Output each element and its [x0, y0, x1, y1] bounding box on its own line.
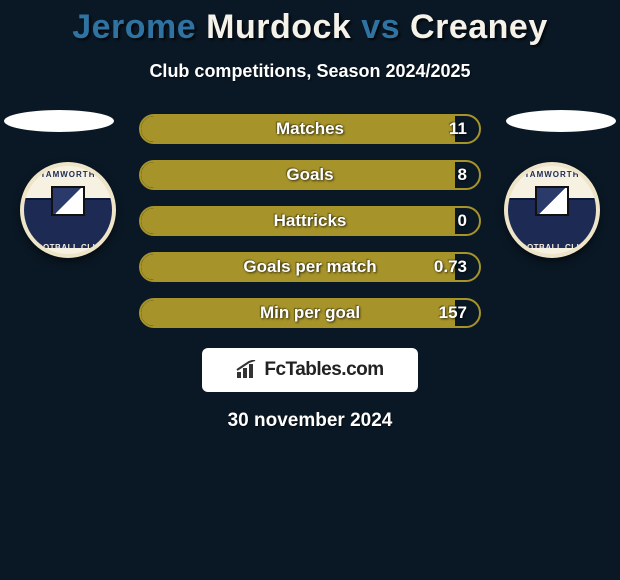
title-part-3: Creaney [400, 8, 548, 46]
date-text: 30 november 2024 [0, 410, 620, 432]
stat-bar-value: 8 [458, 165, 467, 185]
player-shadow-right [506, 110, 616, 132]
stat-bar-label: Hattricks [274, 211, 347, 231]
stat-bar-value: 157 [439, 303, 467, 323]
title-part-2: vs [361, 8, 400, 46]
club-crest-right: TAMWORTH FOOTBALL CLUB [504, 162, 600, 258]
title-part-1: Murdock [196, 8, 361, 46]
club-crest-left: TAMWORTH FOOTBALL CLUB [20, 162, 116, 258]
subtitle: Club competitions, Season 2024/2025 [0, 61, 620, 82]
stat-bar: Goals per match 0.73 [139, 252, 481, 282]
title-part-0: Jerome [72, 8, 196, 46]
stat-bar: Min per goal 157 [139, 298, 481, 328]
page-title: Jerome Murdock vs Creaney [0, 0, 620, 47]
comparison-arena: TAMWORTH FOOTBALL CLUB TAMWORTH FOOTBALL… [0, 114, 620, 328]
stat-bar: Goals 8 [139, 160, 481, 190]
stat-bar-label: Goals [286, 165, 333, 185]
bar-chart-icon [236, 360, 258, 380]
stat-bar: Hattricks 0 [139, 206, 481, 236]
stat-bars: Matches 11 Goals 8 Hattricks 0 Goals per match… [139, 114, 481, 328]
stat-bar-label: Min per goal [260, 303, 360, 323]
crest-shield-icon [535, 186, 569, 216]
stat-bar-label: Matches [276, 119, 344, 139]
brand-text: FcTables.com [264, 359, 383, 381]
crest-top-text: TAMWORTH [24, 170, 112, 179]
player-shadow-left [4, 110, 114, 132]
stat-bar-value: 0 [458, 211, 467, 231]
stat-bar-label: Goals per match [243, 257, 376, 277]
crest-bottom-text: FOOTBALL CLUB [24, 243, 112, 252]
stat-bar-value: 0.73 [434, 257, 467, 277]
crest-top-text: TAMWORTH [508, 170, 596, 179]
crest-shield-icon [51, 186, 85, 216]
stat-bar-value: 11 [449, 119, 467, 139]
brand-badge: FcTables.com [202, 348, 418, 392]
crest-bottom-text: FOOTBALL CLUB [508, 243, 596, 252]
stat-bar: Matches 11 [139, 114, 481, 144]
